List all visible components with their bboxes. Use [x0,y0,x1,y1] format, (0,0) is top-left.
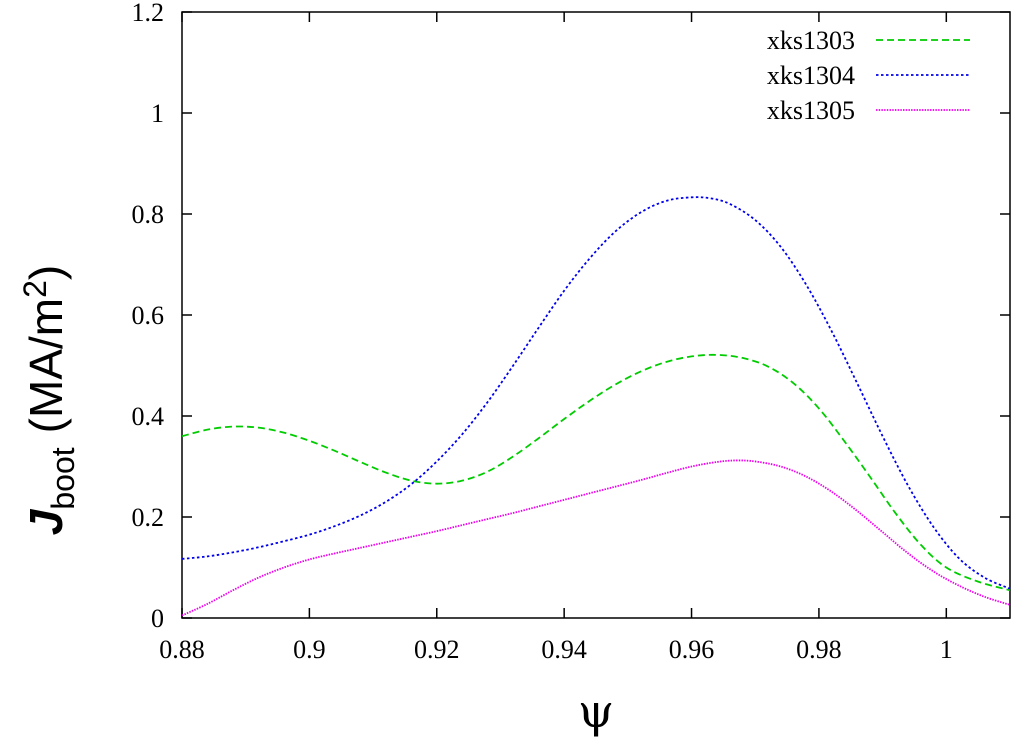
series-line-xks1305 [181,459,1011,617]
plot-border [181,11,1011,619]
y-tick-label: 1.2 [132,0,165,27]
axis-ticks [181,11,1010,619]
x-tick-label: 1 [940,635,953,664]
y-tick-label: 0.2 [132,503,165,532]
legend: xks1303 xks1304 xks1305 [767,26,970,125]
y-axis-unit-power: 2 [17,280,53,298]
y-tick-label: 0.8 [132,200,165,229]
x-tick-label: 0.9 [293,635,326,664]
svg-text:Jboot(MA/m2): Jboot (MA/m2) [17,265,81,535]
y-axis-label: Jboot (MA/m2) [17,265,81,535]
y-axis-subscript: boot [45,447,81,509]
series-line-xks1303 [181,353,1011,592]
series-lines [181,196,1011,617]
y-axis-unit-suffix: ) [20,265,72,280]
series-line-xks1304 [181,196,1011,590]
legend-label-xks1303: xks1303 [767,26,855,55]
x-tick-labels: 0.88 0.9 0.92 0.94 0.96 0.98 1 [159,635,953,664]
y-tick-label: 0 [151,604,164,633]
legend-label-xks1304: xks1304 [767,61,855,90]
x-axis-label: ψ [578,684,614,738]
y-tick-labels: 0 0.2 0.4 0.6 0.8 1 1.2 [132,0,165,633]
y-tick-label: 1 [151,99,164,128]
x-tick-label: 0.94 [541,635,587,664]
x-tick-label: 0.96 [669,635,715,664]
legend-label-xks1305: xks1305 [767,96,855,125]
plot-frame [181,11,1011,619]
y-axis-unit-prefix: (MA/m [20,298,72,433]
y-tick-label: 0.6 [132,301,165,330]
x-tick-label: 0.98 [796,635,842,664]
x-tick-label: 0.88 [159,635,205,664]
y-axis-symbol: J [20,508,72,535]
x-tick-label: 0.92 [414,635,460,664]
y-tick-label: 0.4 [132,402,165,431]
